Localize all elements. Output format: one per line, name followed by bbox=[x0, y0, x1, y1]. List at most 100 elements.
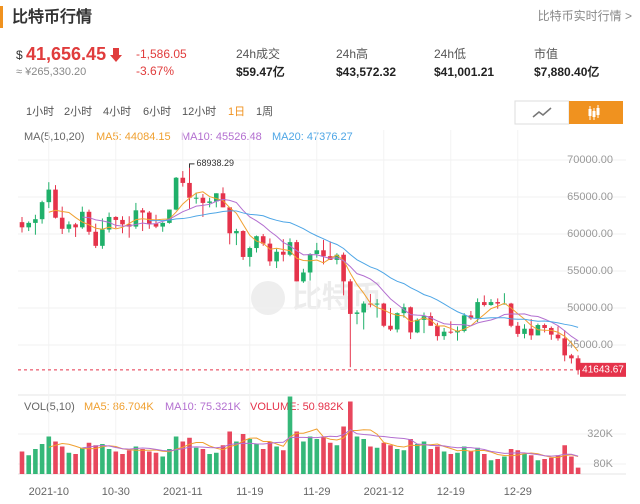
volume-bar bbox=[227, 431, 232, 474]
volume-bar bbox=[247, 439, 253, 474]
candle-body bbox=[274, 251, 279, 262]
candle-body bbox=[401, 307, 407, 314]
candle-body bbox=[575, 358, 581, 370]
volume-bar bbox=[482, 454, 487, 474]
title-accent bbox=[0, 6, 3, 28]
candle-body bbox=[301, 272, 306, 282]
candle-body bbox=[341, 254, 346, 282]
price-tag bbox=[580, 362, 626, 377]
moving-average bbox=[149, 210, 579, 328]
candle-body bbox=[441, 331, 447, 337]
candle-body bbox=[260, 236, 266, 244]
volume-bar bbox=[535, 460, 541, 474]
volume-bar bbox=[19, 451, 25, 474]
x-tick-label: 12-29 bbox=[504, 486, 532, 498]
candle-mode-button[interactable] bbox=[569, 101, 623, 124]
candle-body bbox=[187, 182, 192, 198]
tab[interactable]: 1小时 bbox=[26, 105, 54, 118]
volume-bar bbox=[254, 444, 259, 474]
candle-body bbox=[294, 242, 299, 282]
candle-body bbox=[73, 224, 78, 228]
candle-body bbox=[207, 201, 212, 203]
volume-bar bbox=[528, 455, 534, 474]
candle-body bbox=[542, 325, 547, 328]
volume-bar bbox=[502, 456, 507, 474]
candle-body bbox=[549, 327, 554, 335]
candle-body bbox=[354, 312, 360, 314]
candle-body bbox=[39, 202, 45, 220]
volume-bar bbox=[73, 454, 78, 474]
candle-body bbox=[348, 281, 353, 314]
tab[interactable]: 2小时 bbox=[64, 105, 92, 118]
volume-bar bbox=[307, 436, 313, 474]
candle-body bbox=[374, 303, 380, 305]
volume-bar bbox=[234, 441, 239, 474]
candle-body bbox=[214, 193, 219, 202]
candle-body bbox=[508, 303, 514, 326]
candle-body bbox=[140, 210, 145, 213]
volume-bar bbox=[388, 445, 393, 474]
tab[interactable]: 4小时 bbox=[103, 105, 131, 118]
x-tick-label: 11-29 bbox=[303, 486, 330, 498]
line-mode-button[interactable] bbox=[514, 100, 570, 125]
candle-body bbox=[482, 302, 487, 306]
candle-body bbox=[488, 302, 494, 306]
volume-bar bbox=[468, 451, 474, 474]
volume-bar bbox=[214, 452, 219, 474]
candle-body bbox=[381, 303, 387, 326]
volume-bar bbox=[321, 436, 326, 474]
stat-label: 24h低 bbox=[434, 47, 466, 61]
candle-body bbox=[394, 313, 400, 330]
x-tick-label: 10-30 bbox=[102, 486, 130, 498]
volume-bar bbox=[508, 449, 514, 474]
x-tick-label: 2021-10 bbox=[29, 486, 69, 498]
candle-body bbox=[415, 319, 420, 333]
tab[interactable]: 12小时 bbox=[182, 105, 216, 118]
volume-bar bbox=[374, 447, 380, 474]
change: -1,586.05 bbox=[136, 47, 187, 61]
volume-bar bbox=[240, 434, 246, 474]
candle-body bbox=[475, 302, 480, 319]
candle-body bbox=[522, 328, 527, 334]
stat-value: $59.47亿 bbox=[236, 64, 285, 79]
y-tick-label: 45000.00 bbox=[567, 339, 613, 351]
tab[interactable]: 6小时 bbox=[143, 105, 171, 118]
volume-bar bbox=[281, 450, 286, 474]
candle-body bbox=[19, 222, 25, 228]
volume-bar bbox=[448, 454, 454, 474]
tab[interactable]: 1日 bbox=[228, 106, 245, 118]
volume-bar bbox=[126, 450, 132, 474]
candle-body bbox=[133, 210, 139, 227]
volume-bar bbox=[327, 442, 333, 474]
volume-bar bbox=[314, 439, 320, 474]
candle-body bbox=[180, 177, 186, 183]
moving-average bbox=[82, 429, 579, 457]
candle-body bbox=[100, 229, 105, 246]
more-link[interactable]: 比特币实时行情 > bbox=[538, 8, 632, 23]
candle-body bbox=[314, 250, 320, 254]
candle-body bbox=[66, 224, 72, 229]
legend-title: MA(5,10,20) bbox=[24, 131, 85, 143]
volume-bar bbox=[455, 452, 460, 474]
volume-bar bbox=[441, 451, 447, 474]
candle-body bbox=[555, 334, 561, 339]
stat-value: $41,001.21 bbox=[434, 65, 494, 79]
tab[interactable]: 1周 bbox=[256, 105, 273, 118]
down-arrow bbox=[110, 48, 122, 62]
volume-bar bbox=[140, 449, 145, 474]
legend-title: VOL(5,10) bbox=[24, 401, 75, 413]
volume-bar bbox=[415, 444, 420, 474]
volume-bar bbox=[59, 446, 65, 474]
volume-bar bbox=[549, 457, 554, 474]
volume-bar bbox=[381, 442, 387, 474]
volume-bar bbox=[120, 454, 125, 474]
volume-bar bbox=[461, 446, 467, 474]
candle-body bbox=[120, 219, 125, 225]
candle-body bbox=[200, 197, 206, 203]
volume-bar bbox=[475, 447, 480, 474]
candle-body bbox=[562, 338, 567, 356]
volume-bar bbox=[53, 441, 58, 474]
candle-body bbox=[227, 207, 232, 234]
candle-body bbox=[287, 242, 293, 255]
price-cny: ≈ ¥265,330.20 bbox=[16, 66, 86, 78]
